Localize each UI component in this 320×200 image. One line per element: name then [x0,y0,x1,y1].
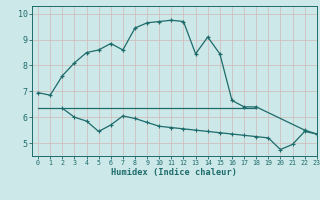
X-axis label: Humidex (Indice chaleur): Humidex (Indice chaleur) [111,168,237,177]
